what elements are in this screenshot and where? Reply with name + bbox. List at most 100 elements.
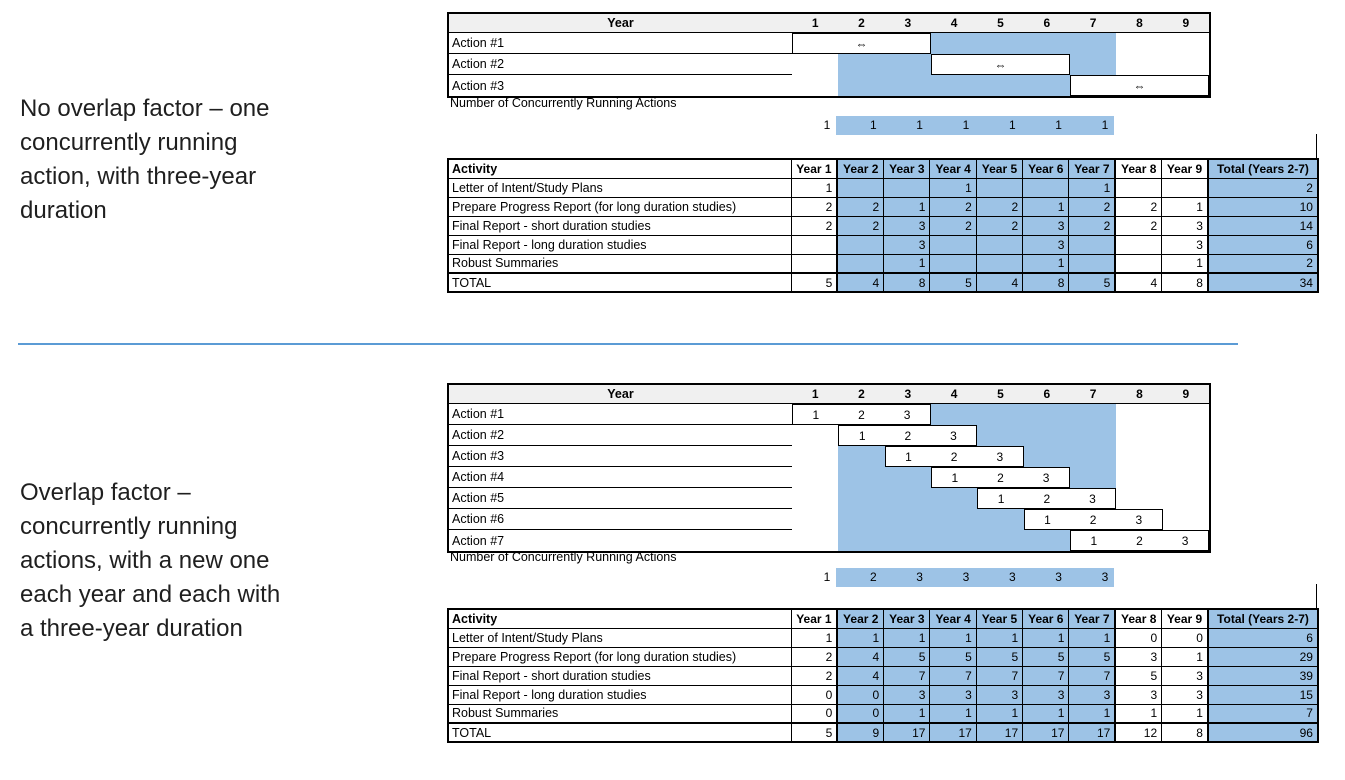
highlight-band — [1023, 446, 1117, 467]
year-column-header: 9 — [1182, 387, 1190, 401]
bar-year-cell — [793, 34, 839, 53]
highlight-band — [838, 530, 1070, 551]
year-value-cell — [1114, 253, 1163, 274]
year-column-header: Year 5 — [975, 608, 1024, 629]
year-value-cell: 1 — [1161, 703, 1209, 724]
concurrency-value-cell: 3 — [882, 568, 929, 587]
activity-name-cell: Letter of Intent/Study Plans — [447, 627, 792, 648]
year-value-cell: 2 — [790, 196, 838, 217]
double-arrow-icon: ⇔ — [855, 36, 868, 51]
year-value-cell: 8 — [1161, 272, 1209, 293]
action-bar: ⇔ — [1069, 75, 1209, 96]
activity-column-header: Activity — [447, 158, 792, 179]
year-value-cell: 2 — [929, 196, 977, 217]
year-value-cell: 3 — [1161, 684, 1209, 705]
year-column-header: 5 — [997, 387, 1004, 401]
gantt-track: 1 2 3 — [792, 488, 1209, 509]
activity-row: Final Report - short duration studies 2 4 7… — [447, 665, 1319, 686]
bar-year-cell: 3 — [1089, 491, 1096, 506]
total-column-top-border-line — [1316, 584, 1317, 608]
year-column-header: 7 — [1089, 387, 1097, 401]
year-value-cell: 4 — [836, 272, 885, 293]
year-value-cell: 0 — [790, 684, 838, 705]
total-value-cell: 6 — [1206, 234, 1319, 255]
action-bar: 1 2 3 — [977, 488, 1117, 509]
year-column-header: Year 9 — [1161, 608, 1209, 629]
concurrency-label: Number of Concurrently Running Actions — [450, 96, 677, 110]
year-value-cell: 0 — [1114, 627, 1163, 648]
activity-header-row: Activity Year 1 Year 2 Year 3 Year 4 Year 5 Ye… — [447, 158, 1319, 179]
year-value-cell: 9 — [836, 722, 885, 743]
activity-name-cell: Prepare Progress Report (for long durati… — [447, 646, 792, 667]
highlight-band — [838, 488, 978, 509]
year-column-header: 3 — [904, 16, 912, 30]
year-value-cell: 3 — [1022, 684, 1070, 705]
bar-year-cell — [1162, 76, 1208, 95]
activity-row: Robust Summaries 1 1 1 2 — [447, 253, 1319, 274]
year-value-cell: 2 — [975, 196, 1024, 217]
total-value-cell: 6 — [1206, 627, 1319, 648]
year-value-cell: 2 — [1068, 196, 1117, 217]
gantt-track: 1 2 3 — [792, 425, 1209, 446]
activity-header-row: Activity Year 1 Year 2 Year 3 Year 4 Year 5 Ye… — [447, 608, 1319, 629]
year-column-header: Year 8 — [1114, 158, 1163, 179]
year-value-cell: 1 — [883, 627, 931, 648]
concurrency-value-cell: 1 — [823, 570, 831, 584]
year-value-cell: 1 — [1068, 703, 1117, 724]
year-value-cell: 3 — [1161, 665, 1209, 686]
year-value-cell: 1 — [1022, 703, 1070, 724]
year-value-cell: 7 — [929, 665, 977, 686]
activity-table: Activity Year 1 Year 2 Year 3 Year 4 Year 5 Ye… — [447, 608, 1319, 743]
year-value-cell: 4 — [836, 665, 885, 686]
year-value-cell: 3 — [1161, 234, 1209, 255]
bar-year-cell — [1023, 55, 1069, 74]
bar-year-cell: 2 — [1043, 491, 1051, 506]
activity-name-cell: TOTAL — [447, 272, 792, 293]
activity-table: Activity Year 1 Year 2 Year 3 Year 4 Year 5 Ye… — [447, 158, 1319, 293]
year-column-header: 4 — [950, 16, 958, 30]
year-value-cell — [929, 234, 977, 255]
year-value-cell: 1 — [929, 627, 977, 648]
year-value-cell: 2 — [929, 215, 977, 236]
total-column-header: Total (Years 2-7) — [1206, 158, 1319, 179]
total-value-cell: 14 — [1206, 215, 1319, 236]
year-value-cell: 1 — [790, 627, 838, 648]
year-value-cell — [790, 253, 838, 274]
year-value-cell — [975, 177, 1024, 198]
activity-row: Prepare Progress Report (for long durati… — [447, 646, 1319, 667]
bar-year-cell: 3 — [1135, 512, 1143, 527]
year-value-cell: 7 — [1022, 665, 1070, 686]
year-value-cell: 0 — [836, 703, 885, 724]
year-value-cell: 1 — [1114, 703, 1163, 724]
year-value-cell: 1 — [1022, 253, 1070, 274]
year-value-cell: 0 — [836, 684, 885, 705]
concurrency-value-cell: 1 — [975, 116, 1022, 135]
concurrency-value-cell: 1 — [1021, 116, 1068, 135]
total-value-cell: 2 — [1206, 253, 1319, 274]
bar-year-cell: 2 — [950, 449, 958, 464]
total-value-cell: 2 — [1206, 177, 1319, 198]
action-label: Action #6 — [449, 509, 792, 530]
year-value-cell: 0 — [1161, 627, 1209, 648]
year-value-cell: 3 — [975, 684, 1024, 705]
year-value-cell: 5 — [790, 272, 838, 293]
year-value-cell: 4 — [836, 646, 885, 667]
year-column-header: Year 1 — [790, 158, 838, 179]
year-value-cell: 3 — [883, 234, 931, 255]
year-value-cell: 7 — [1068, 665, 1117, 686]
year-value-cell: 2 — [836, 196, 885, 217]
year-value-cell: 3 — [1161, 215, 1209, 236]
year-column-header: Year 5 — [975, 158, 1024, 179]
year-column-header: Year 2 — [836, 608, 885, 629]
highlight-band — [1069, 54, 1117, 75]
year-value-cell: 1 — [1161, 253, 1209, 274]
activity-name-cell: Robust Summaries — [447, 253, 792, 274]
year-value-cell: 8 — [1161, 722, 1209, 743]
concurrency-value-cell: 1 — [836, 116, 883, 135]
year-column-header: Year 7 — [1068, 158, 1117, 179]
highlight-band — [838, 446, 885, 467]
bar-year-cell: 2 — [1136, 533, 1143, 548]
concurrency-value-cell: 3 — [928, 568, 976, 587]
action-bar: ⇔ — [792, 33, 931, 54]
year-value-cell: 2 — [1114, 196, 1163, 217]
